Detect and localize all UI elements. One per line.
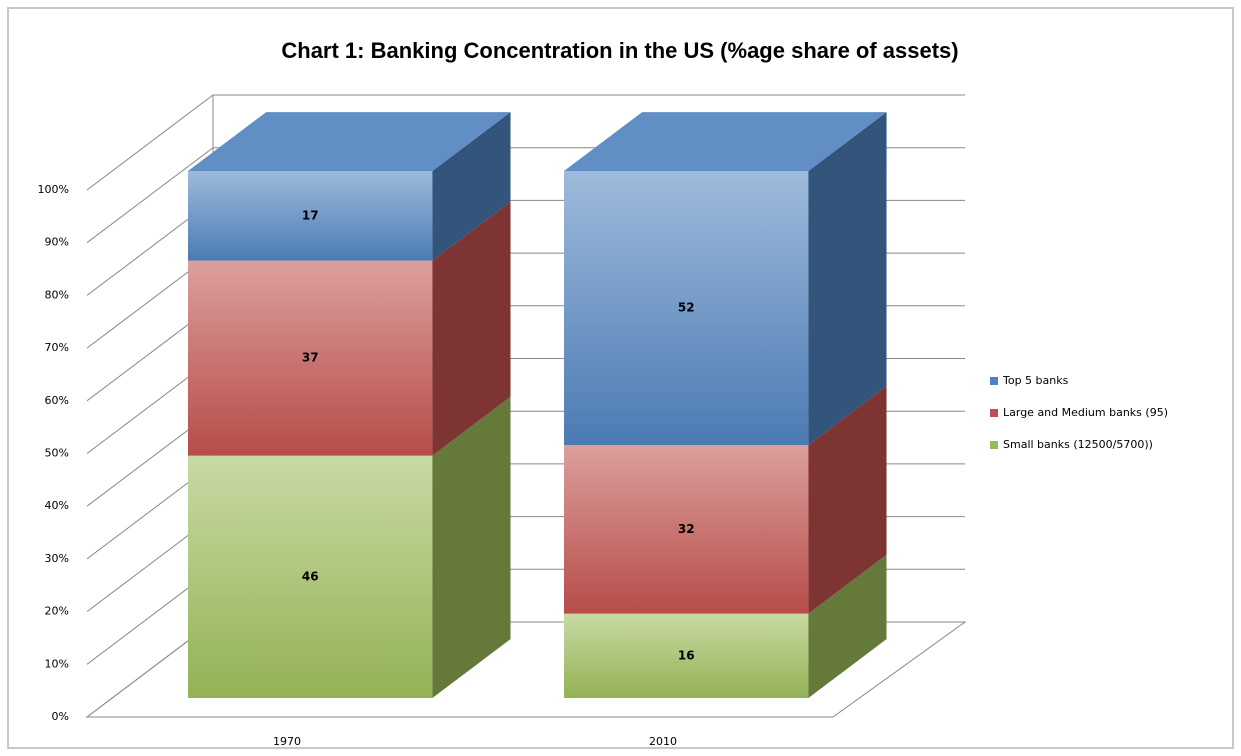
y-tick-label: 60% xyxy=(45,394,69,407)
bar-side xyxy=(808,112,887,446)
y-tick-label: 100% xyxy=(38,183,69,196)
chart-title: Chart 1: Banking Concentration in the US… xyxy=(281,38,958,63)
value-label: 46 xyxy=(302,569,319,583)
y-tick-label: 80% xyxy=(45,288,69,301)
bar-top xyxy=(564,112,887,171)
value-label: 17 xyxy=(302,208,319,222)
x-tick-label: 2010 xyxy=(649,735,677,748)
x-tick-label: 1970 xyxy=(273,735,301,748)
y-tick-label: 30% xyxy=(45,552,69,565)
y-tick-label: 90% xyxy=(45,236,69,249)
y-tick-label: 40% xyxy=(45,499,69,512)
value-label: 32 xyxy=(678,522,695,536)
y-tick-label: 70% xyxy=(45,341,69,354)
bar-side xyxy=(432,396,511,698)
y-tick-label: 50% xyxy=(45,447,69,460)
bar-side xyxy=(432,112,511,261)
bar-side xyxy=(432,201,511,456)
bar-segment xyxy=(564,171,809,446)
value-label: 37 xyxy=(302,351,319,365)
grid-line xyxy=(86,94,965,191)
value-label: 52 xyxy=(678,301,695,315)
bar-segment xyxy=(188,171,433,261)
bar-segment xyxy=(188,455,433,698)
legend-swatch xyxy=(990,377,998,385)
bar-segment xyxy=(188,260,433,456)
legend-swatch xyxy=(990,441,998,449)
legend-label: Top 5 banks xyxy=(1002,374,1069,387)
y-tick-label: 0% xyxy=(52,710,69,723)
bar-side xyxy=(808,386,887,614)
legend-label: Large and Medium banks (95) xyxy=(1003,406,1168,419)
y-tick-label: 20% xyxy=(45,605,69,618)
bar-top xyxy=(188,112,511,171)
legend-label: Small banks (12500/5700)) xyxy=(1003,438,1153,451)
bar-side xyxy=(808,554,887,698)
y-tick-label: 10% xyxy=(45,657,69,670)
legend-swatch xyxy=(990,409,998,417)
bar-segment xyxy=(564,613,809,698)
value-label: 16 xyxy=(678,648,695,662)
bar-segment xyxy=(564,445,809,614)
